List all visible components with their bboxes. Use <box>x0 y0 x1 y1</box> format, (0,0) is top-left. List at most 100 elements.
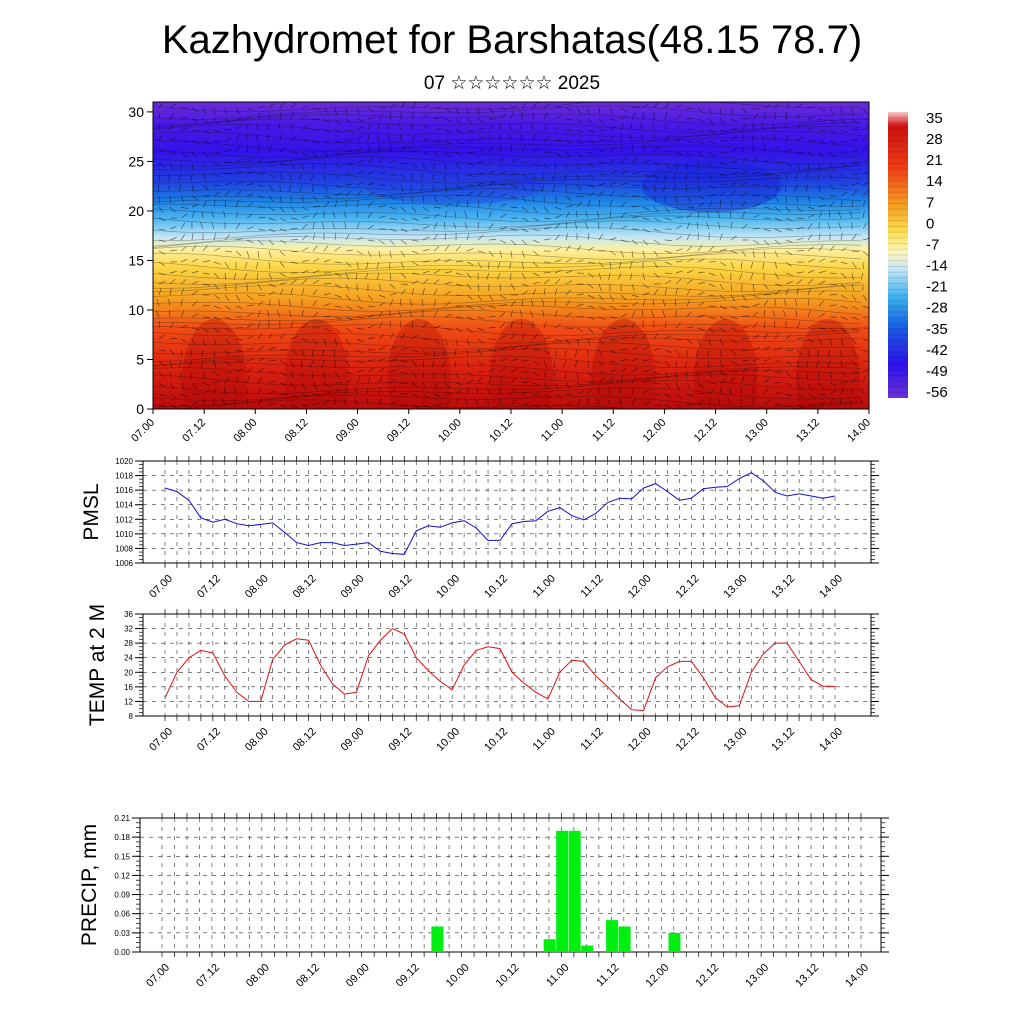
wind-arrow <box>686 222 690 230</box>
wind-arrow <box>840 129 848 133</box>
wind-arrow <box>191 233 194 241</box>
wind-arrow <box>774 239 781 245</box>
wind-arrow <box>642 389 649 395</box>
wind-arrow <box>741 349 750 352</box>
wind-arrow <box>477 250 485 254</box>
y-tick-label: 0.06 <box>114 910 130 919</box>
wind-arrow <box>818 233 821 241</box>
wind-arrow <box>664 206 670 213</box>
wind-arrow <box>202 245 208 252</box>
wind-arrow <box>400 272 407 279</box>
wind-arrow <box>301 247 309 252</box>
contour-line <box>153 394 862 408</box>
wind-arrow <box>367 324 375 329</box>
wind-arrow <box>686 279 693 285</box>
wind-arrow <box>631 333 637 340</box>
wind-arrow <box>455 194 463 197</box>
wind-arrow <box>642 103 649 109</box>
y-tick-label: 0.18 <box>114 833 130 842</box>
wind-arrow <box>411 393 419 398</box>
wind-arrow <box>246 335 254 340</box>
wind-arrow <box>422 225 430 230</box>
contour-line <box>153 337 862 350</box>
wind-arrow <box>257 300 264 307</box>
wind-arrow <box>477 235 484 241</box>
wind-arrow <box>774 371 783 373</box>
wind-arrow <box>433 233 438 241</box>
y-tick-label: 32 <box>124 625 133 634</box>
wind-arrow <box>486 398 490 406</box>
wind-arrow <box>290 360 295 368</box>
wind-arrow <box>246 193 254 197</box>
wind-arrow <box>400 162 409 164</box>
wind-arrow <box>178 360 182 368</box>
wind-arrow <box>763 239 770 246</box>
wind-arrow <box>587 107 590 115</box>
wind-arrow <box>466 387 470 395</box>
y-tick-label: 25 <box>128 153 144 169</box>
wind-arrow <box>488 170 496 175</box>
wind-arrow <box>477 148 485 153</box>
wind-arrow <box>620 358 628 362</box>
wind-arrow <box>708 338 712 346</box>
wind-arrow <box>851 360 858 367</box>
wind-arrow <box>532 228 540 232</box>
wind-arrow <box>576 338 580 346</box>
wind-arrow <box>653 320 655 329</box>
wind-arrow <box>708 327 715 333</box>
wind-arrow <box>851 149 859 153</box>
wind-arrow <box>268 250 272 258</box>
wind-arrow <box>719 371 727 376</box>
wind-arrow <box>213 173 221 178</box>
wind-arrow <box>202 107 207 115</box>
wind-arrow <box>235 200 240 208</box>
wind-arrow <box>565 289 572 296</box>
wind-arrow <box>664 393 672 398</box>
wind-arrow <box>409 310 413 318</box>
wind-arrow <box>167 184 171 192</box>
wind-arrow <box>499 376 503 384</box>
wind-arrow <box>763 104 771 109</box>
wind-arrow <box>213 338 217 346</box>
x-tick-label: 11.12 <box>590 417 617 444</box>
wind-arrow <box>301 206 309 211</box>
wind-arrow <box>454 360 457 368</box>
wind-arrow <box>488 118 497 120</box>
wind-arrow <box>532 360 540 365</box>
wind-arrow <box>422 103 430 109</box>
wind-arrow <box>565 402 573 406</box>
wind-arrow <box>433 269 441 274</box>
wind-arrow <box>587 200 591 208</box>
wind-arrow <box>367 239 375 242</box>
wind-arrow <box>587 192 595 197</box>
wind-arrow <box>818 151 824 158</box>
x-tick-label: 09.00 <box>339 726 367 754</box>
wind-arrow <box>785 217 793 222</box>
wind-arrow <box>453 222 457 230</box>
wind-arrow <box>686 233 691 241</box>
wind-arrow <box>598 272 602 280</box>
wind-arrow <box>180 127 188 131</box>
wind-arrow <box>466 283 472 290</box>
wind-arrow <box>653 146 660 153</box>
wind-arrow <box>653 173 659 181</box>
wind-arrow <box>389 389 396 395</box>
colorbar-label: -14 <box>926 258 948 275</box>
wind-arrow <box>268 228 276 233</box>
wind-arrow <box>488 134 492 142</box>
wind-arrow <box>202 118 209 124</box>
wind-arrow <box>487 387 490 395</box>
wind-arrow <box>158 112 161 120</box>
wind-arrow <box>279 272 287 277</box>
wind-arrow <box>191 313 199 318</box>
x-tick-label: 07.00 <box>147 726 175 754</box>
wind-arrow <box>532 371 539 377</box>
wind-arrow <box>840 107 843 115</box>
wind-arrow <box>499 367 506 373</box>
wind-arrow <box>532 281 540 285</box>
wind-arrow <box>257 250 260 258</box>
wind-arrow <box>675 382 680 390</box>
wind-arrow <box>389 184 396 190</box>
wind-arrow <box>246 312 253 318</box>
wind-arrow <box>774 250 779 258</box>
